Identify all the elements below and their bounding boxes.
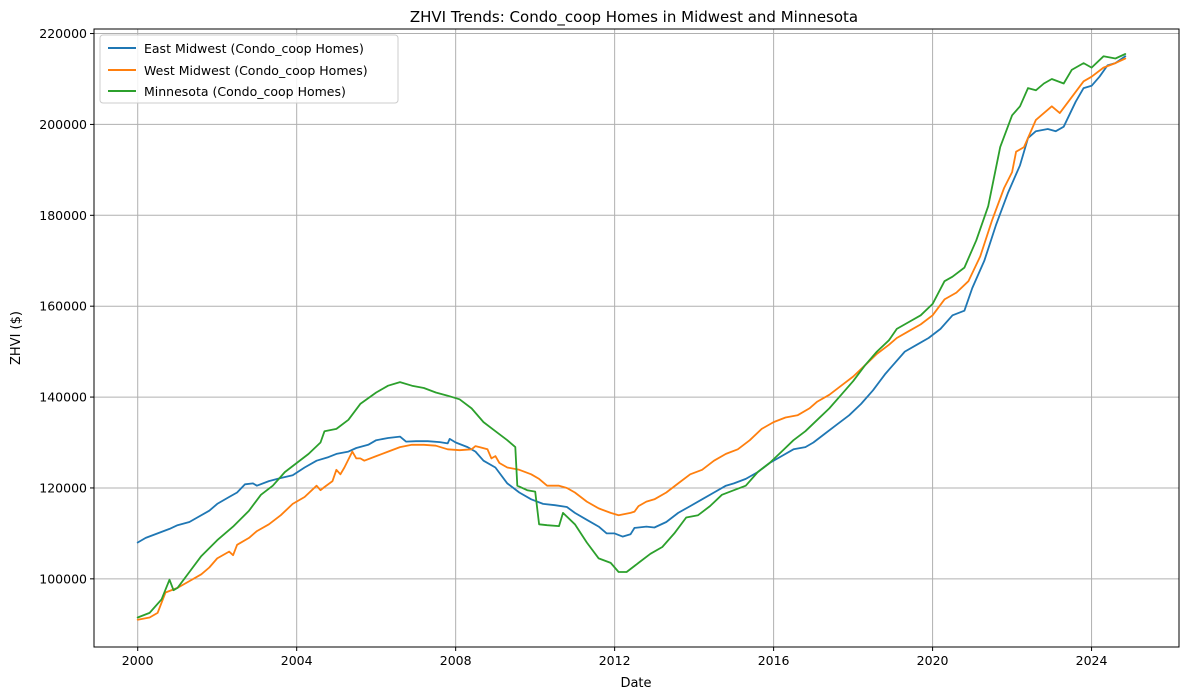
legend-box: [99, 34, 399, 104]
y-tick-label: 220000: [39, 26, 87, 41]
x-tick-label: 2004: [281, 653, 313, 668]
y-tick-label: 200000: [39, 117, 87, 132]
x-tick-label: 2016: [758, 653, 790, 668]
y-tick-label: 140000: [39, 390, 87, 405]
grid: [94, 29, 1179, 647]
series-line-east-midwest: [136, 55, 1127, 544]
y-tick-label: 180000: [39, 208, 87, 223]
chart-title: ZHVI Trends: Condo_coop Homes in Midwest…: [410, 8, 858, 27]
x-tick-label: 2024: [1076, 653, 1108, 668]
x-axis: 2000 2004 2008 2012 2016 2020 2024: [122, 647, 1108, 668]
x-tick-label: 2000: [122, 653, 154, 668]
series-line-minnesota: [136, 53, 1127, 619]
y-tick-label: 120000: [39, 480, 87, 495]
legend-label-west-midwest: West Midwest (Condo_coop Homes): [144, 63, 368, 78]
legend-label-minnesota: Minnesota (Condo_coop Homes): [144, 84, 346, 99]
y-axis: 100000 120000 140000 160000 180000 200000 2200…: [39, 26, 94, 586]
x-tick-label: 2020: [917, 653, 949, 668]
x-tick-label: 2012: [599, 653, 631, 668]
x-axis-label: Date: [620, 676, 651, 691]
x-tick-label: 2008: [440, 653, 472, 668]
plot-lines: [136, 53, 1127, 621]
y-axis-label: ZHVI ($): [9, 311, 24, 365]
y-tick-label: 160000: [39, 299, 87, 314]
legend-label-east-midwest: East Midwest (Condo_coop Homes): [144, 41, 364, 56]
y-tick-label: 100000: [39, 571, 87, 586]
series-line-west-midwest: [136, 57, 1127, 621]
legend: East Midwest (Condo_coop Homes) West Mid…: [99, 34, 399, 104]
plot-frame: [93, 28, 1180, 648]
